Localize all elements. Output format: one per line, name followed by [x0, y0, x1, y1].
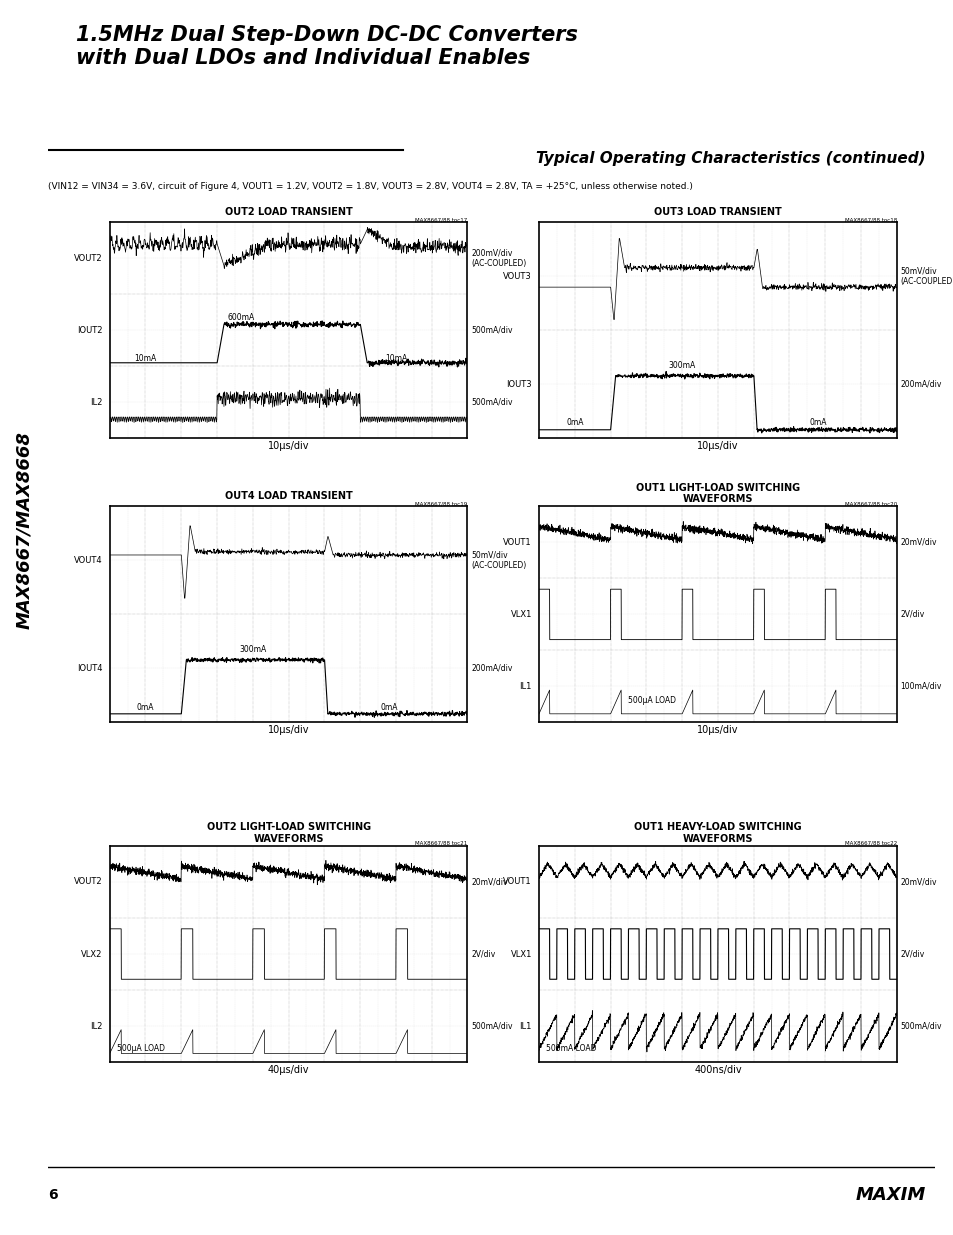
Text: 20mV/div: 20mV/div — [900, 878, 936, 887]
Text: VLX1: VLX1 — [510, 610, 531, 619]
Text: 6: 6 — [48, 1188, 57, 1203]
Text: MAX8667/88 toc21: MAX8667/88 toc21 — [415, 841, 467, 846]
Text: VOUT2: VOUT2 — [73, 878, 103, 887]
Text: 200mA/div: 200mA/div — [471, 664, 512, 673]
Text: MAX8667/88 toc20: MAX8667/88 toc20 — [843, 501, 896, 506]
Text: VOUT2: VOUT2 — [73, 254, 103, 263]
X-axis label: 10μs/div: 10μs/div — [268, 725, 309, 735]
Title: OUT4 LOAD TRANSIENT: OUT4 LOAD TRANSIENT — [225, 492, 352, 501]
Text: 20mV/div: 20mV/div — [471, 878, 507, 887]
Text: 100mA/div: 100mA/div — [900, 682, 941, 690]
Text: MAX8667/88 toc22: MAX8667/88 toc22 — [843, 841, 896, 846]
Text: 500mA/div: 500mA/div — [471, 326, 512, 335]
Text: 300mA: 300mA — [668, 361, 695, 370]
Text: (VIN12 = VIN34 = 3.6V, circuit of Figure 4, VOUT1 = 1.2V, VOUT2 = 1.8V, VOUT3 = : (VIN12 = VIN34 = 3.6V, circuit of Figure… — [48, 183, 692, 191]
X-axis label: 10μs/div: 10μs/div — [697, 725, 738, 735]
X-axis label: 400ns/div: 400ns/div — [694, 1065, 740, 1074]
Text: IL1: IL1 — [519, 682, 531, 690]
Text: 500μA LOAD: 500μA LOAD — [628, 697, 676, 705]
Text: 600mA: 600mA — [228, 312, 254, 321]
Text: Typical Operating Characteristics (continued): Typical Operating Characteristics (conti… — [536, 152, 925, 167]
Text: VOUT3: VOUT3 — [502, 272, 531, 280]
Text: VOUT4: VOUT4 — [73, 556, 103, 564]
Text: IOUT2: IOUT2 — [77, 326, 103, 335]
Text: 2V/div: 2V/div — [900, 610, 923, 619]
Text: 500mA LOAD: 500mA LOAD — [545, 1045, 596, 1053]
Text: MAX8667/88 toc17: MAX8667/88 toc17 — [415, 217, 467, 222]
Text: 2V/div: 2V/div — [900, 950, 923, 958]
Text: 0mA: 0mA — [808, 419, 826, 427]
Text: IL2: IL2 — [91, 1021, 103, 1030]
Text: IL2: IL2 — [91, 398, 103, 406]
Text: 500mA/div: 500mA/div — [471, 398, 512, 406]
Text: VLX2: VLX2 — [81, 950, 103, 958]
Text: 20mV/div: 20mV/div — [900, 538, 936, 547]
Text: 10mA: 10mA — [384, 354, 407, 363]
Text: 10mA: 10mA — [134, 354, 156, 363]
Text: VOUT1: VOUT1 — [502, 538, 531, 547]
Text: 500mA/div: 500mA/div — [471, 1021, 512, 1030]
Text: MAX8667/88 toc18: MAX8667/88 toc18 — [843, 217, 896, 222]
X-axis label: 40μs/div: 40μs/div — [268, 1065, 309, 1074]
Text: 50mV/div
(AC-COUPLED): 50mV/div (AC-COUPLED) — [471, 551, 526, 571]
Text: VLX1: VLX1 — [510, 950, 531, 958]
Text: 0mA: 0mA — [565, 419, 583, 427]
Text: 1.5MHz Dual Step-Down DC-DC Converters
with Dual LDOs and Individual Enables: 1.5MHz Dual Step-Down DC-DC Converters w… — [76, 25, 578, 68]
Text: IOUT4: IOUT4 — [77, 664, 103, 673]
Text: IOUT3: IOUT3 — [506, 380, 531, 389]
Text: 200mA/div: 200mA/div — [900, 380, 941, 389]
Title: OUT1 HEAVY-LOAD SWITCHING
WAVEFORMS: OUT1 HEAVY-LOAD SWITCHING WAVEFORMS — [634, 823, 801, 844]
Title: OUT2 LOAD TRANSIENT: OUT2 LOAD TRANSIENT — [225, 207, 352, 217]
Title: OUT3 LOAD TRANSIENT: OUT3 LOAD TRANSIENT — [654, 207, 781, 217]
Text: 2V/div: 2V/div — [471, 950, 495, 958]
Text: MAX8667/MAX8668: MAX8667/MAX8668 — [15, 431, 32, 629]
Title: OUT1 LIGHT-LOAD SWITCHING
WAVEFORMS: OUT1 LIGHT-LOAD SWITCHING WAVEFORMS — [635, 483, 800, 504]
X-axis label: 10μs/div: 10μs/div — [268, 441, 309, 451]
X-axis label: 10μs/div: 10μs/div — [697, 441, 738, 451]
Title: OUT2 LIGHT-LOAD SWITCHING
WAVEFORMS: OUT2 LIGHT-LOAD SWITCHING WAVEFORMS — [206, 823, 371, 844]
Text: 200mV/div
(AC-COUPLED): 200mV/div (AC-COUPLED) — [471, 248, 526, 268]
Text: MAXIM: MAXIM — [855, 1187, 925, 1204]
Text: 300mA: 300mA — [239, 645, 266, 655]
Text: 50mV/div
(AC-COUPLED): 50mV/div (AC-COUPLED) — [900, 267, 953, 287]
Text: VOUT1: VOUT1 — [502, 878, 531, 887]
Text: IL1: IL1 — [519, 1021, 531, 1030]
Text: 0mA: 0mA — [379, 703, 397, 711]
Text: 500mA/div: 500mA/div — [900, 1021, 941, 1030]
Text: 0mA: 0mA — [136, 703, 154, 711]
Text: MAX8667/88 toc19: MAX8667/88 toc19 — [415, 501, 467, 506]
Text: 500μA LOAD: 500μA LOAD — [116, 1045, 165, 1053]
